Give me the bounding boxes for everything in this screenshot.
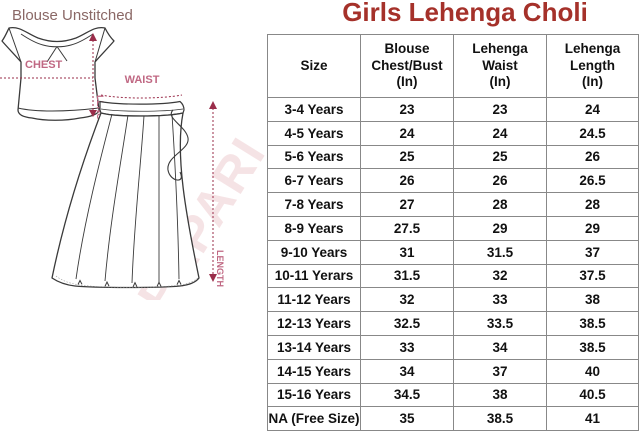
svg-text:LENGTH: LENGTH — [215, 250, 225, 287]
svg-text:WAIST: WAIST — [125, 74, 160, 86]
